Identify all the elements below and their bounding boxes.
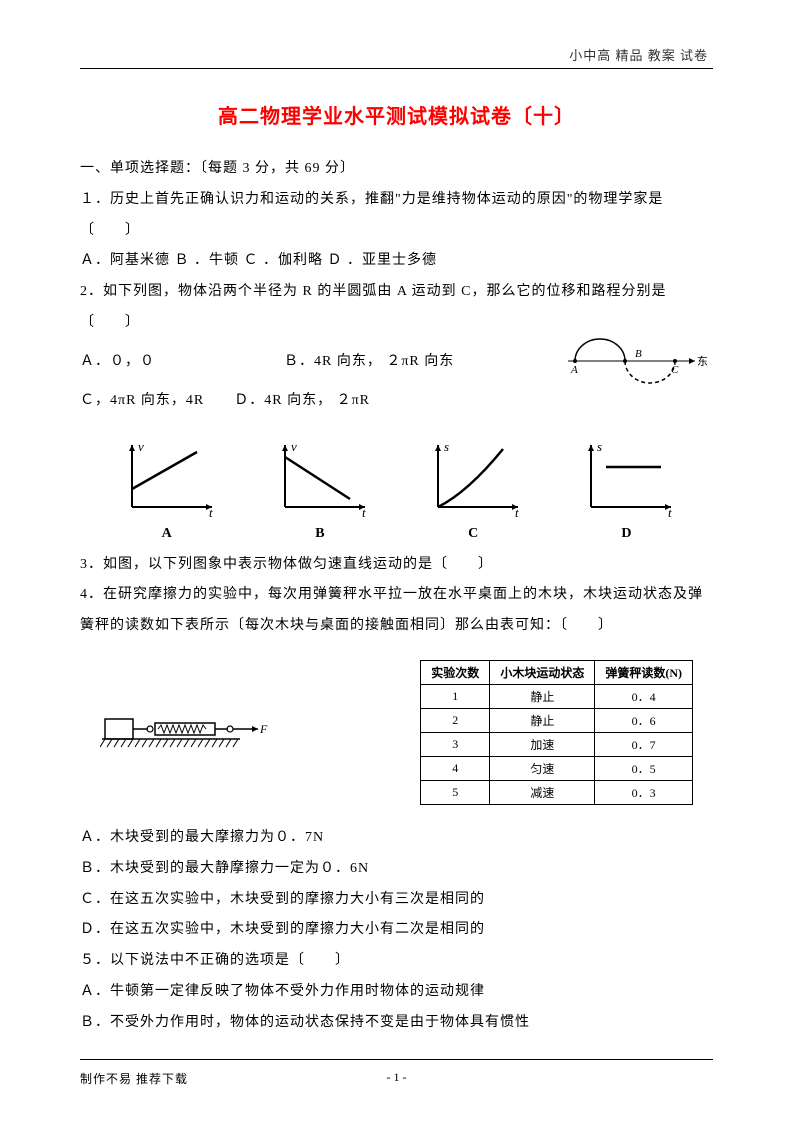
table-row: 3加速0．7: [421, 732, 693, 756]
graph-d: s t D: [571, 437, 681, 542]
q2-opt-a: Ａ．０，０: [80, 347, 280, 378]
page-content: 高二物理学业水平测试模拟试卷〔十〕 一、单项选择题：〔每题 3 分，共 69 分…: [80, 100, 713, 1039]
graph-d-label: D: [621, 526, 631, 542]
q5-stem: ５．以下说法中不正确的选项是〔 〕: [80, 946, 713, 977]
graph-b-ylabel: v: [291, 439, 297, 454]
graph-a-xlabel: t: [209, 505, 213, 520]
graph-d-xlabel: t: [668, 505, 672, 520]
q4-opt-d: Ｄ．在这五次实验中，木块受到的摩擦力大小有二次是相同的: [80, 915, 713, 946]
graph-d-icon: s t: [571, 437, 681, 522]
q2-opt-b: Ｂ．4R 向东， ２πR 向东: [284, 354, 454, 369]
arc-label-east: 东: [697, 355, 708, 368]
section-header: 一、单项选择题：〔每题 3 分，共 69 分〕: [80, 154, 713, 185]
spring-diagram-icon: F: [100, 707, 275, 757]
graph-c-ylabel: s: [444, 439, 449, 454]
table-row: 5减速0．3: [421, 780, 693, 804]
spring-label-f: F: [259, 722, 268, 736]
q4-opt-b: Ｂ．木块受到的最大静摩擦力一定为０．6N: [80, 854, 713, 885]
q1-options: Ａ．阿基米德 Ｂ ．牛顿 Ｃ ．伽利略 Ｄ ．亚里士多德: [80, 246, 713, 277]
q4-opt-a: Ａ．木块受到的最大摩擦力为０．7N: [80, 823, 713, 854]
arc-label-c: C: [671, 364, 679, 376]
table-cell: 5: [421, 780, 490, 804]
graph-c-icon: s t: [418, 437, 528, 522]
table-cell: 1: [421, 684, 490, 708]
graph-c: s t C: [418, 437, 528, 542]
graph-c-label: C: [468, 526, 478, 542]
graph-a-ylabel: v: [138, 439, 144, 454]
graphs-row: v t A v t B s: [80, 437, 713, 542]
table-row: 4匀速0．5: [421, 756, 693, 780]
footer-left-text: 制作不易 推荐下载: [80, 1070, 188, 1087]
experiment-table: 实验次数 小木块运动状态 弹簧秤读数(N) 1静止0．42静止0．63加速0．7…: [420, 660, 693, 805]
q3-stem: 3．如图，以下列图象中表示物体做匀速直线运动的是〔 〕: [80, 550, 713, 581]
q4-stem: 4．在研究摩擦力的实验中，每次用弹簧秤水平拉一放在水平桌面上的木块，木块运动状态…: [80, 580, 713, 642]
table-cell: 静止: [490, 684, 595, 708]
table-cell: 0．3: [595, 780, 693, 804]
table-cell: 2: [421, 708, 490, 732]
q1-stem: １．历史上首先正确认识力和运动的关系，推翻"力是维持物体运动的原因"的物理学家是…: [80, 185, 713, 247]
graph-b-icon: v t: [265, 437, 375, 522]
table-header: 弹簧秤读数(N): [595, 660, 693, 684]
table-header: 小木块运动状态: [490, 660, 595, 684]
table-cell: 减速: [490, 780, 595, 804]
header-right-text: 小中高 精品 教案 试卷: [569, 45, 708, 64]
table-cell: 加速: [490, 732, 595, 756]
page-title: 高二物理学业水平测试模拟试卷〔十〕: [80, 100, 713, 129]
page-footer: 制作不易 推荐下载 - 1 -: [80, 1059, 713, 1087]
graph-a-label: A: [162, 526, 172, 542]
graph-a: v t A: [112, 437, 222, 542]
arc-label-b: B: [635, 348, 642, 360]
graph-b: v t B: [265, 437, 375, 542]
footer-page-number: - 1 -: [387, 1070, 407, 1085]
q2-stem: 2．如下列图，物体沿两个半径为 R 的半圆弧由 A 运动到 C，那么它的位移和路…: [80, 277, 713, 339]
table-cell: 0．6: [595, 708, 693, 732]
table-cell: 0．5: [595, 756, 693, 780]
q4-opt-c: Ｃ．在这五次实验中，木块受到的摩擦力大小有三次是相同的: [80, 885, 713, 916]
table-cell: 0．4: [595, 684, 693, 708]
q2-row1: Ａ．０，０ Ｂ．4R 向东， ２πR 向东 A B C 东: [80, 339, 713, 386]
header-rule: [80, 68, 713, 69]
graph-a-icon: v t: [112, 437, 222, 522]
table-cell: 0．7: [595, 732, 693, 756]
graph-b-label: B: [315, 526, 324, 542]
table-cell: 静止: [490, 708, 595, 732]
table-header-row: 实验次数 小木块运动状态 弹簧秤读数(N): [421, 660, 693, 684]
q4-diagrams: F 实验次数 小木块运动状态 弹簧秤读数(N) 1静止0．42静止0．63: [80, 660, 713, 805]
table-cell: 3: [421, 732, 490, 756]
arc-diagram-icon: A B C 东: [563, 331, 713, 386]
graph-d-ylabel: s: [597, 439, 602, 454]
table-header: 实验次数: [421, 660, 490, 684]
graph-c-xlabel: t: [515, 505, 519, 520]
q5-opt-b: Ｂ．不受外力作用时，物体的运动状态保持不变是由于物体具有惯性: [80, 1008, 713, 1039]
table-row: 1静止0．4: [421, 684, 693, 708]
table-cell: 4: [421, 756, 490, 780]
q2-opt-row2: Ｃ，4πR 向东，4R Ｄ．4R 向东， ２πR: [80, 386, 713, 417]
table-row: 2静止0．6: [421, 708, 693, 732]
table-cell: 匀速: [490, 756, 595, 780]
arc-label-a: A: [570, 364, 578, 376]
graph-b-xlabel: t: [362, 505, 366, 520]
q5-opt-a: Ａ．牛顿第一定律反映了物体不受外力作用时物体的运动规律: [80, 977, 713, 1008]
